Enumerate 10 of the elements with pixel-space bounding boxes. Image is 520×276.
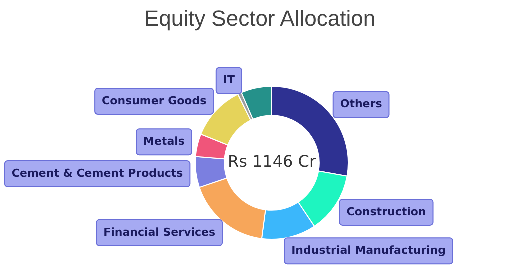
slice-label: Cement & Cement Products [12,166,184,180]
slice-label: Construction [346,205,426,218]
slice-label: Financial Services [104,226,216,239]
chart-title: Equity Sector Allocation [143,6,377,32]
slice-label: IT [223,74,236,87]
slice-label: Industrial Manufacturing [292,244,446,257]
text: Rs 1146 Cr [228,152,316,172]
slice-label: Consumer Goods [102,94,208,108]
slice-label: Others [340,98,383,111]
slice-label: Metals [144,135,186,148]
